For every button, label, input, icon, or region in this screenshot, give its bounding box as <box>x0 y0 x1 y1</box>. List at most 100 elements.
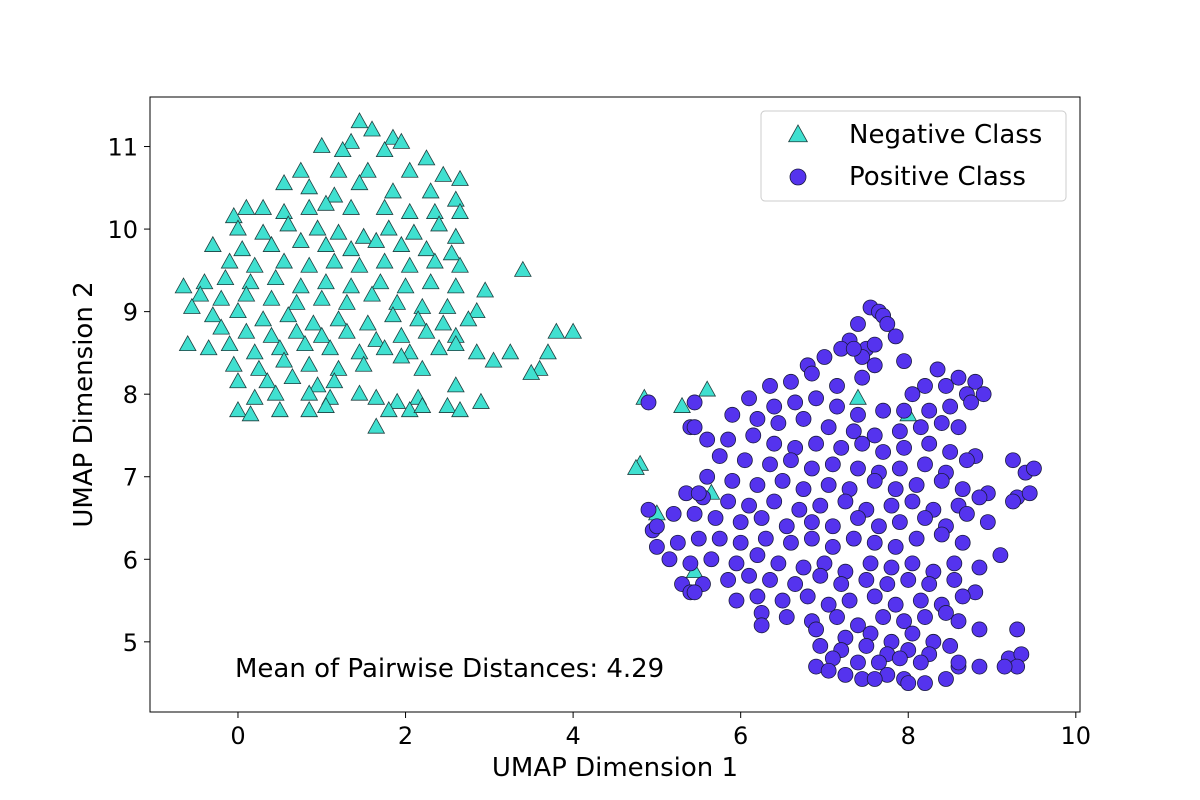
positive-class-point <box>950 613 967 630</box>
positive-class-point <box>992 547 1009 564</box>
negative-class-point <box>547 322 566 339</box>
negative-class-point <box>476 281 495 298</box>
positive-class-point <box>1005 452 1021 469</box>
negative-class-point <box>350 384 369 401</box>
positive-class-point <box>829 378 845 394</box>
positive-class-point <box>958 505 975 522</box>
positive-class-point <box>783 373 799 390</box>
negative-class-point <box>275 351 293 368</box>
positive-class-point <box>850 316 866 332</box>
positive-class-point <box>896 402 912 419</box>
positive-class-point <box>686 584 703 601</box>
negative-class-point <box>358 314 377 331</box>
negative-class-point <box>350 112 369 129</box>
positive-class-point <box>875 402 892 419</box>
positive-class-point <box>891 514 908 531</box>
negative-class-point <box>451 401 469 418</box>
negative-class-point <box>174 277 193 294</box>
positive-class-point <box>933 526 950 543</box>
positive-class-point <box>833 439 850 456</box>
negative-class-point <box>392 326 411 343</box>
positive-class-point <box>850 617 866 634</box>
negative-class-point <box>367 231 386 248</box>
positive-class-point <box>736 452 753 469</box>
positive-class-point <box>917 378 933 394</box>
negative-class-point <box>182 297 201 314</box>
negative-class-point <box>484 351 503 368</box>
negative-class-point <box>350 343 369 360</box>
positive-class-point <box>661 551 678 568</box>
y-tick-label: 10 <box>107 216 138 244</box>
negative-class-point <box>254 310 273 327</box>
negative-class-point <box>446 190 465 207</box>
positive-class-point <box>711 448 728 464</box>
x-tick-label: 10 <box>1061 722 1092 750</box>
positive-class-point <box>963 394 979 411</box>
negative-class-point <box>421 273 440 290</box>
negative-class-point <box>337 322 356 339</box>
negative-class-point <box>392 132 411 149</box>
x-axis-label: UMAP Dimension 1 <box>492 753 738 783</box>
negative-class-point <box>262 326 281 343</box>
negative-class-point <box>342 277 361 294</box>
negative-class-point <box>371 273 390 290</box>
negative-class-point <box>384 306 402 323</box>
positive-class-point <box>803 514 820 531</box>
negative-class-point <box>312 136 331 153</box>
negative-class-point <box>400 401 419 418</box>
negative-class-point <box>400 256 419 273</box>
positive-class-point <box>795 559 812 576</box>
negative-class-point <box>317 194 335 211</box>
y-tick-label: 6 <box>123 546 138 574</box>
positive-class-point <box>770 415 787 431</box>
negative-class-point <box>249 359 268 376</box>
positive-class-point <box>707 510 724 526</box>
positive-class-point <box>938 378 954 394</box>
positive-class-point <box>749 588 766 605</box>
positive-class-point <box>724 472 741 489</box>
negative-class-point <box>266 268 285 285</box>
positive-class-point <box>938 605 954 621</box>
positive-class-point <box>850 510 866 526</box>
positive-class-point <box>682 555 699 572</box>
positive-class-point <box>732 534 749 551</box>
negative-class-point <box>388 293 407 310</box>
negative-class-point <box>421 182 440 199</box>
positive-class-point <box>850 460 866 477</box>
negative-class-point <box>446 277 465 294</box>
positive-class-point <box>766 493 783 510</box>
negative-class-point <box>442 244 461 261</box>
x-tick-label: 8 <box>901 722 916 750</box>
negative-class-point <box>224 207 243 224</box>
negative-class-point <box>195 273 214 290</box>
negative-class-point <box>216 268 235 285</box>
legend-label-negative: Negative Class <box>849 120 1042 150</box>
negative-class-point <box>241 273 260 290</box>
positive-class-point <box>808 621 824 638</box>
negative-class-point <box>279 306 298 323</box>
positive-class-point <box>845 530 862 547</box>
positive-class-point <box>896 353 912 370</box>
positive-class-point <box>757 530 774 547</box>
positive-class-point <box>862 555 879 572</box>
negative-class-point <box>413 396 432 413</box>
positive-class-point <box>824 538 841 555</box>
positive-class-point <box>866 336 883 353</box>
positive-class-point <box>783 452 799 469</box>
positive-class-point <box>720 431 737 448</box>
positive-class-point <box>783 534 799 551</box>
negative-class-point <box>396 277 415 294</box>
positive-class-point <box>665 505 682 522</box>
positive-class-point <box>703 551 720 568</box>
positive-class-point <box>753 510 770 526</box>
negative-class-point <box>233 240 252 257</box>
positive-class-point <box>791 501 808 518</box>
positive-class-point <box>921 402 938 419</box>
positive-class-point <box>762 572 778 588</box>
negative-class-point <box>275 252 293 269</box>
positive-class-point <box>699 431 716 448</box>
negative-class-point <box>245 343 264 360</box>
positive-class-point <box>720 572 737 588</box>
negative-class-point <box>392 235 411 252</box>
positive-class-point <box>929 361 946 378</box>
